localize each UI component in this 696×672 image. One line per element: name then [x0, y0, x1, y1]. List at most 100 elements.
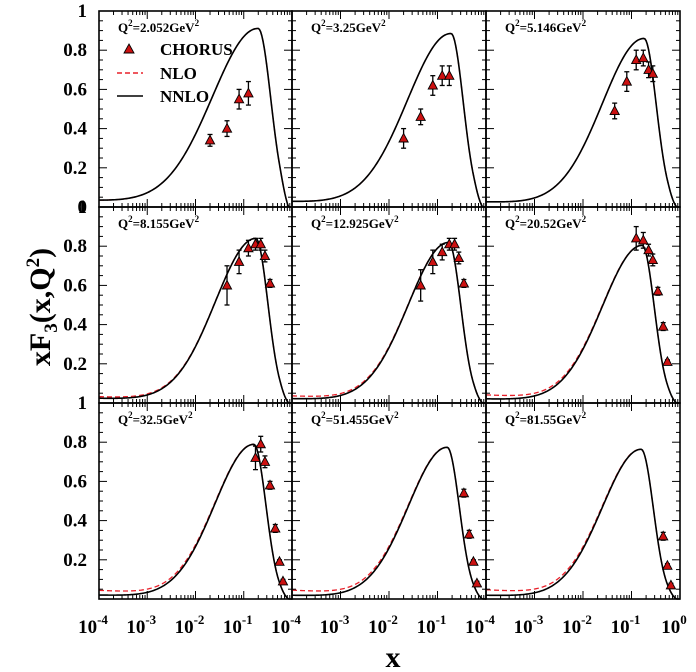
data-point — [643, 63, 654, 74]
data-point — [436, 69, 448, 80]
panel-frame — [291, 10, 487, 208]
y-tick-label: 0.4 — [63, 315, 87, 336]
data-point — [662, 355, 673, 366]
data-point — [221, 122, 233, 133]
data-point — [637, 234, 649, 245]
y-tick-label: 0.2 — [63, 550, 87, 571]
data-point — [427, 255, 439, 266]
y-tick-label: 0.6 — [63, 79, 87, 100]
data-point — [621, 75, 633, 86]
data-point — [458, 487, 470, 498]
y-tick-label: 0.2 — [63, 354, 87, 375]
nlo-curve — [291, 241, 486, 404]
data-point — [204, 134, 216, 145]
data-point — [243, 87, 254, 98]
data-point — [609, 105, 621, 116]
data-point — [657, 320, 669, 331]
panel-q2-label: Q2=2.052GeV2 — [118, 18, 200, 35]
x-tick-label: 100 — [661, 612, 687, 638]
nlo-curve — [98, 443, 292, 600]
data-point — [630, 232, 642, 243]
panel-frame — [98, 402, 293, 600]
legend-marker-chorus — [123, 43, 135, 54]
y-tick-label: 0.6 — [63, 275, 87, 296]
x-axis-title: x — [386, 641, 401, 672]
data-point — [259, 250, 271, 261]
data-point — [665, 579, 677, 590]
x-tick-label: 10-1 — [611, 612, 641, 638]
data-point — [415, 110, 427, 121]
data-point — [443, 69, 455, 80]
data-point — [468, 555, 479, 566]
x-tick-label: 10-2 — [175, 612, 205, 638]
data-point — [652, 285, 664, 296]
data-point — [662, 559, 673, 570]
data-point — [259, 455, 271, 466]
data-point — [657, 530, 669, 541]
data-point — [233, 93, 245, 104]
y-tick-label: 1 — [78, 393, 88, 414]
x-tick-label: 10-2 — [368, 612, 398, 638]
panel-frame — [485, 402, 681, 600]
data-point — [250, 451, 261, 462]
panel-q2-label: Q2=12.925GeV2 — [311, 214, 399, 231]
panel-q2-label: Q2=32.5GeV2 — [118, 410, 193, 427]
data-point — [427, 79, 439, 90]
panel-8: Q2=51.455GeV2 — [291, 402, 487, 600]
panel-frame — [485, 10, 681, 208]
nlo-curve — [485, 448, 680, 600]
data-point — [398, 132, 409, 143]
data-point — [449, 238, 460, 249]
nlo-curve — [291, 446, 486, 600]
y-axis-title-text: xF3(x,Q2) — [23, 248, 62, 366]
nnlo-curve — [98, 443, 292, 600]
data-point — [277, 575, 289, 586]
data-point — [471, 577, 483, 588]
nlo-curve — [291, 32, 486, 208]
legend: CHORUS NLO NNLO — [117, 40, 233, 106]
data-point — [255, 438, 267, 449]
x-tick-label: 10-3 — [320, 612, 350, 638]
data-point — [415, 279, 427, 290]
panel-7: Q2=32.5GeV2 — [98, 402, 293, 600]
panel-q2-label: Q2=81.55GeV2 — [505, 410, 587, 427]
panel-6: Q2=20.52GeV2 — [485, 206, 681, 404]
data-point — [643, 244, 654, 255]
nnlo-curve — [485, 37, 680, 208]
nnlo-curve — [99, 27, 292, 208]
panel-q2-label: Q2=8.155GeV2 — [118, 214, 200, 231]
data-point — [630, 54, 642, 65]
panel-3: Q2=5.146GeV2 — [485, 10, 681, 208]
legend-label-nlo: NLO — [160, 64, 197, 83]
data-point — [647, 67, 659, 78]
x-tick-label: 10-1 — [223, 612, 253, 638]
data-point — [264, 277, 276, 288]
panel-4: Q2=8.155GeV2 — [98, 206, 293, 404]
y-tick-label: 0 — [78, 197, 88, 218]
panel-frame — [291, 402, 487, 600]
x-tick-label: 10-4 — [271, 612, 301, 638]
panel-9: Q2=81.55GeV2 — [485, 402, 681, 600]
y-tick-label: 0.8 — [63, 40, 87, 61]
x-tick-label: 10-3 — [126, 612, 156, 638]
nnlo-curve — [485, 448, 680, 600]
nnlo-curve — [291, 446, 486, 600]
panel-5: Q2=12.925GeV2 — [291, 206, 487, 404]
panel-q2-label: Q2=3.25GeV2 — [311, 18, 386, 35]
panel-q2-label: Q2=20.52GeV2 — [505, 214, 587, 231]
y-tick-label: 1 — [78, 197, 88, 218]
nlo-curve — [98, 237, 292, 404]
panel-q2-label: Q2=5.146GeV2 — [505, 18, 587, 35]
x-tick-labels: 10-4 10-3 10-2 10-1 10-4 10-3 10-2 10-1 10-4 10-3… — [78, 612, 687, 638]
x-tick-label: 10-2 — [562, 612, 592, 638]
y-tick-label: 1 — [78, 1, 88, 22]
data-point — [264, 479, 276, 490]
nnlo-curve — [98, 237, 292, 404]
y-tick-label: 0.8 — [63, 432, 87, 453]
data-point — [647, 253, 659, 264]
panel-grid: Q2=2.052GeV2 Q2=3.25GeV2 Q2=5.146GeV2 Q2=8.… — [98, 10, 681, 600]
x-tick-label: 10-4 — [465, 612, 495, 638]
data-point — [453, 252, 465, 263]
panel-frame — [98, 206, 293, 404]
